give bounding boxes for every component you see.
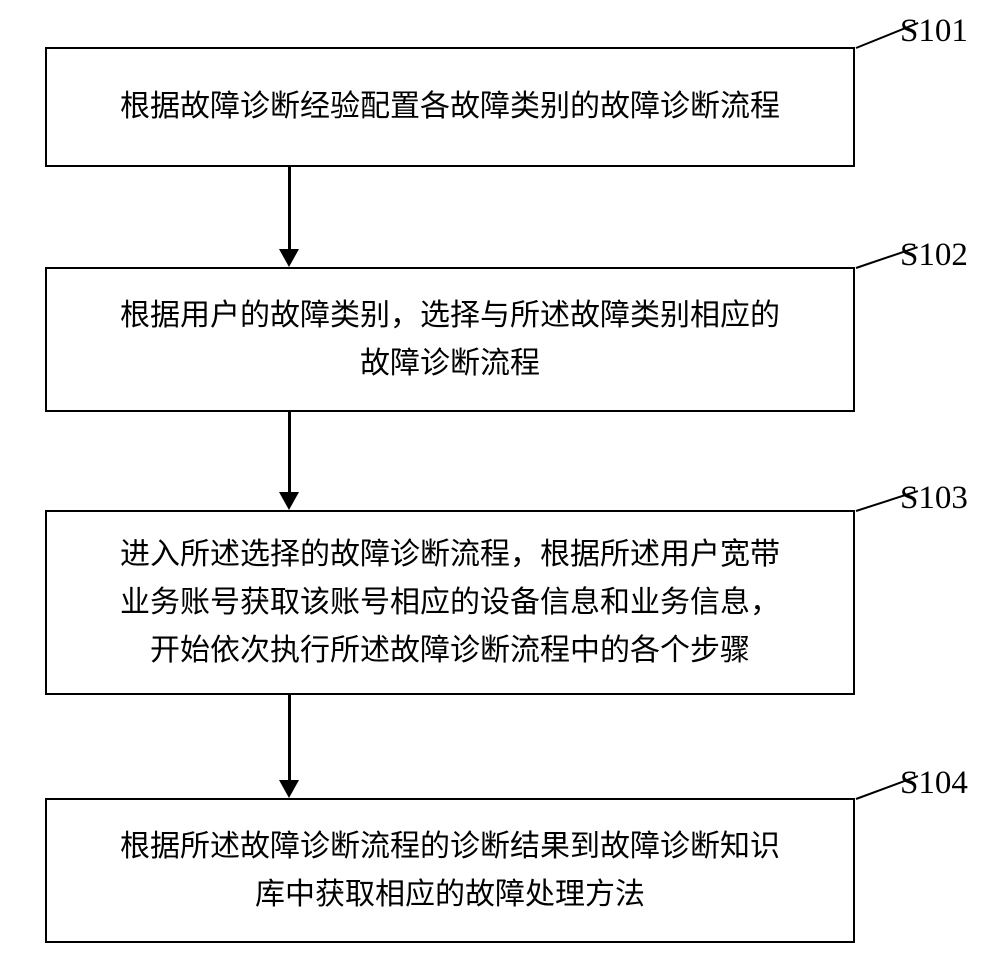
step-label-s101: S101: [900, 13, 968, 50]
step-text: 业务账号获取该账号相应的设备信息和业务信息，: [120, 579, 780, 627]
arrow-head-1: [279, 492, 299, 510]
arrow-head-0: [279, 249, 299, 267]
step-text: 开始依次执行所述故障诊断流程中的各个步骤: [120, 627, 780, 675]
step-text: 进入所述选择的故障诊断流程，根据所述用户宽带: [120, 531, 780, 579]
arrow-line-1: [288, 412, 291, 492]
step-box-s104: 根据所述故障诊断流程的诊断结果到故障诊断知识库中获取相应的故障处理方法: [45, 798, 855, 943]
step-label-s102: S102: [900, 237, 968, 274]
step-label-s104: S104: [900, 765, 968, 802]
step-text: 根据所述故障诊断流程的诊断结果到故障诊断知识: [120, 823, 780, 871]
step-box-s103: 进入所述选择的故障诊断流程，根据所述用户宽带业务账号获取该账号相应的设备信息和业…: [45, 510, 855, 695]
arrow-line-0: [288, 167, 291, 249]
arrow-line-2: [288, 695, 291, 780]
arrow-head-2: [279, 780, 299, 798]
flowchart-container: 根据故障诊断经验配置各故障类别的故障诊断流程 S101 根据用户的故障类别，选择与所…: [0, 0, 1000, 974]
step-box-s102: 根据用户的故障类别，选择与所述故障类别相应的故障诊断流程: [45, 267, 855, 412]
step-text: 根据故障诊断经验配置各故障类别的故障诊断流程: [120, 83, 780, 131]
step-label-s103: S103: [900, 480, 968, 517]
step-text: 库中获取相应的故障处理方法: [120, 871, 780, 919]
step-text: 故障诊断流程: [120, 340, 780, 388]
step-box-s101: 根据故障诊断经验配置各故障类别的故障诊断流程: [45, 47, 855, 167]
step-text: 根据用户的故障类别，选择与所述故障类别相应的: [120, 292, 780, 340]
